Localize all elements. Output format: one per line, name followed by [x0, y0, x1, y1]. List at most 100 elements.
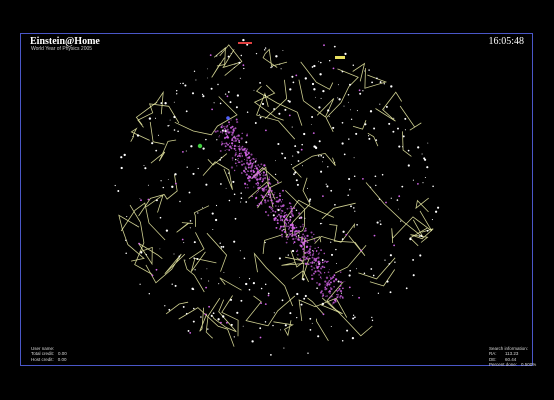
- star: [178, 257, 180, 259]
- constellation-line: [176, 222, 193, 233]
- constellation-line: [213, 46, 226, 67]
- milky-way-star: [211, 108, 214, 111]
- star: [375, 184, 377, 187]
- star: [222, 315, 225, 318]
- milky-way-star: [292, 215, 294, 217]
- milky-way-star: [288, 228, 290, 230]
- star: [342, 230, 345, 233]
- star: [202, 207, 203, 209]
- milky-way-star: [327, 271, 330, 274]
- milky-way-star: [295, 74, 298, 77]
- milky-way-star: [253, 161, 255, 164]
- constellation-line: [402, 131, 412, 157]
- star: [148, 293, 150, 295]
- constellation-line: [199, 307, 208, 332]
- milky-way-star: [228, 149, 231, 151]
- star: [159, 248, 161, 250]
- star: [356, 110, 358, 112]
- constellation-line: [207, 153, 228, 166]
- milky-way-star: [290, 207, 293, 210]
- milky-way-star: [235, 139, 237, 141]
- star: [280, 329, 281, 331]
- star: [341, 70, 344, 73]
- milky-way-star: [301, 256, 304, 258]
- star: [348, 274, 351, 277]
- milky-way-star: [205, 286, 208, 289]
- star: [319, 222, 322, 225]
- milky-way-star: [326, 295, 328, 297]
- detector-marker-blue: [226, 116, 230, 120]
- star: [216, 139, 218, 141]
- star: [120, 166, 123, 170]
- milky-way-star: [276, 196, 279, 199]
- milky-way-star: [304, 237, 307, 240]
- milky-way-star: [290, 223, 293, 226]
- star: [277, 142, 280, 146]
- milky-way-star: [300, 148, 303, 151]
- milky-way-star: [246, 157, 249, 159]
- milky-way-star: [181, 238, 184, 241]
- constellation-line: [165, 301, 189, 315]
- star: [236, 311, 239, 314]
- star: [304, 77, 307, 80]
- milky-way-star: [234, 162, 237, 165]
- milky-way-star: [279, 219, 282, 222]
- star: [191, 287, 194, 290]
- milky-way-star: [240, 160, 243, 163]
- milky-way-star: [342, 297, 344, 299]
- milky-way-star: [299, 216, 302, 219]
- star: [168, 124, 170, 126]
- milky-way-star: [233, 140, 235, 142]
- milky-way-star: [237, 161, 240, 163]
- milky-way-star: [268, 181, 271, 184]
- milky-way-star: [323, 266, 326, 269]
- milky-way-star: [304, 262, 308, 265]
- milky-way-star: [277, 205, 279, 207]
- star: [205, 138, 207, 141]
- milky-way-star: [235, 151, 237, 154]
- milky-way-star: [256, 175, 258, 177]
- star: [349, 83, 351, 86]
- star: [185, 110, 188, 113]
- star: [296, 316, 298, 319]
- host-credit-row: Host credit: 0.00: [31, 357, 67, 362]
- star: [173, 115, 176, 119]
- star: [412, 179, 414, 181]
- star: [377, 292, 380, 294]
- milky-way-star: [325, 295, 327, 297]
- user-name-label: User name:: [31, 346, 55, 351]
- milky-way-star: [256, 193, 258, 195]
- milky-way-star: [247, 177, 250, 180]
- star: [201, 93, 204, 96]
- star: [392, 130, 395, 133]
- star: [264, 241, 266, 244]
- star: [335, 248, 337, 251]
- milky-way-star: [257, 168, 259, 171]
- milky-way-star: [246, 160, 248, 162]
- percent-done-value: 0.500%: [521, 362, 537, 368]
- milky-way-star: [236, 145, 238, 147]
- star: [327, 166, 329, 168]
- detector-marker-yellow: [335, 56, 345, 59]
- milky-way-star: [284, 218, 287, 221]
- star: [295, 179, 298, 182]
- milky-way-star: [320, 249, 322, 251]
- star: [354, 210, 356, 212]
- milky-way-star: [268, 193, 271, 196]
- star: [369, 110, 373, 113]
- star: [246, 43, 249, 46]
- milky-way-star: [147, 198, 150, 201]
- star: [344, 52, 347, 56]
- star: [317, 335, 320, 338]
- milky-way-star: [249, 159, 252, 162]
- milky-way-star: [287, 225, 289, 228]
- milky-way-star: [216, 130, 219, 132]
- constellation-line: [352, 120, 367, 130]
- star: [275, 55, 278, 58]
- milky-way-star: [240, 152, 243, 155]
- star: [232, 180, 235, 183]
- star: [381, 173, 384, 176]
- star: [259, 81, 262, 84]
- constellation-line: [219, 44, 243, 76]
- star: [407, 164, 410, 167]
